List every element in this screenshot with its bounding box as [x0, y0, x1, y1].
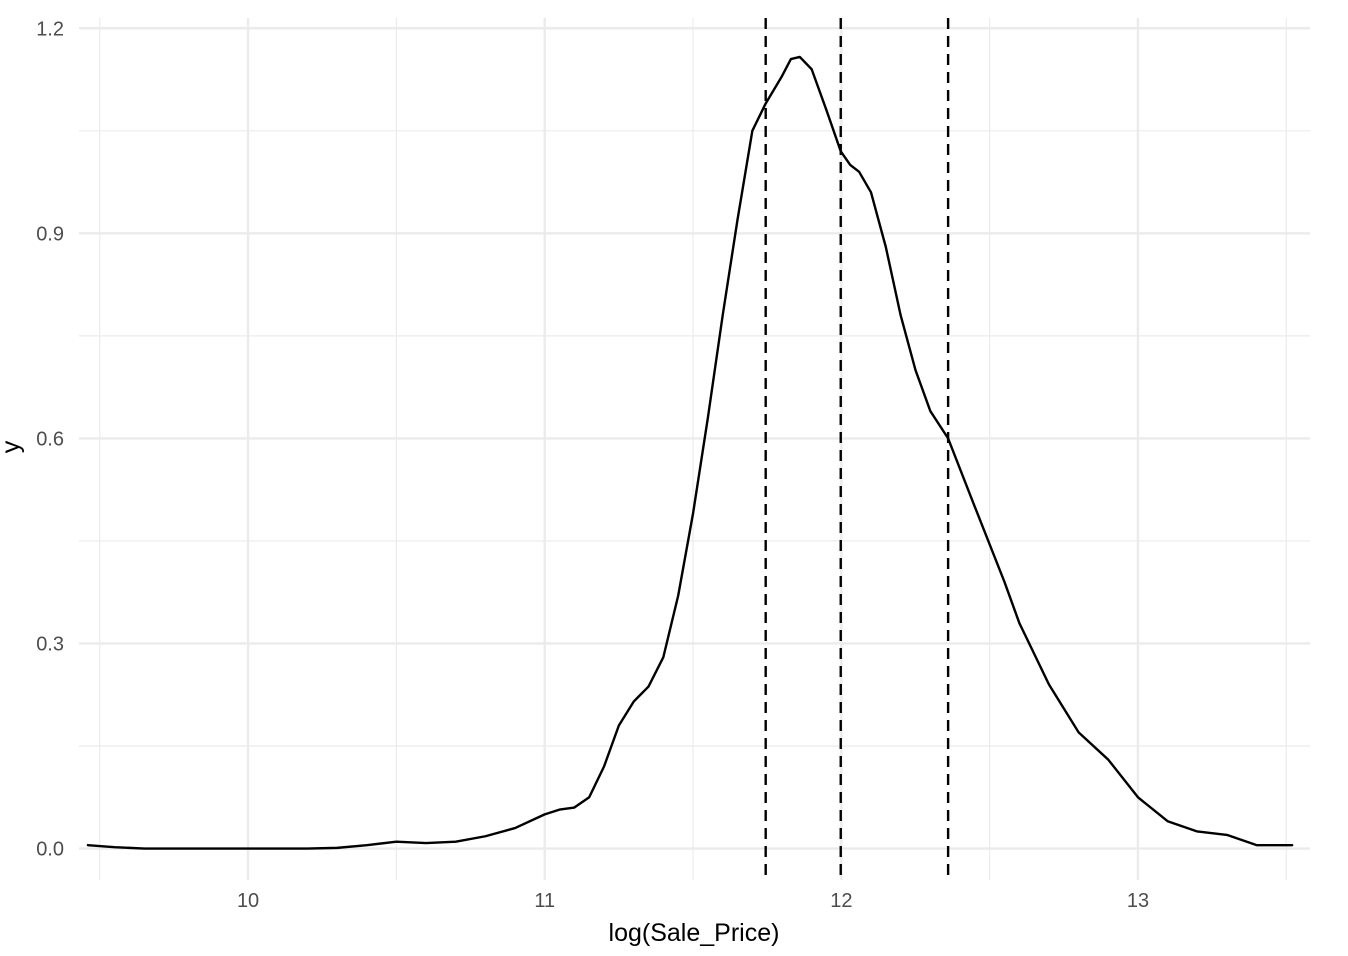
x-tick-label: 13	[1127, 890, 1149, 912]
y-axis-title: y	[0, 440, 25, 453]
y-tick-label: 0.9	[36, 223, 64, 245]
series-layer	[86, 55, 1294, 850]
y-axis-ticks: 0.0 0.3 0.6 0.9 1.2	[36, 18, 64, 860]
x-tick-label: 12	[830, 890, 852, 912]
x-tick-label: 11	[534, 890, 555, 912]
x-tick-label: 10	[237, 890, 259, 912]
y-tick-label: 0.0	[36, 839, 64, 861]
x-axis-ticks: 10 11 12 13	[237, 890, 1149, 912]
y-tick-label: 1.2	[36, 18, 64, 40]
y-tick-label: 0.3	[36, 633, 64, 655]
density-curve	[86, 55, 1294, 850]
major-gridlines	[79, 18, 1310, 880]
y-tick-label: 0.6	[36, 428, 64, 450]
minor-gridlines	[79, 18, 1310, 880]
reference-lines	[764, 18, 950, 880]
x-axis-title: log(Sale_Price)	[609, 919, 780, 947]
